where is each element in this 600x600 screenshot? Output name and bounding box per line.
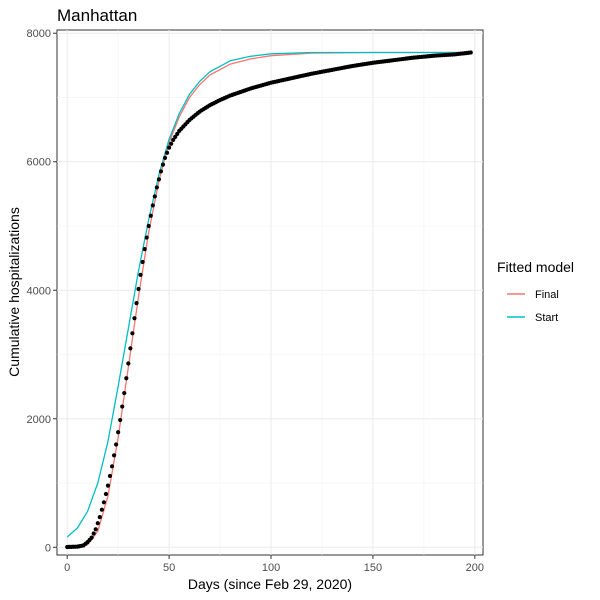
plot-panel: [56, 29, 484, 556]
observed-point: [122, 390, 127, 396]
observed-point: [156, 177, 162, 182]
chart-title: Manhattan: [57, 6, 137, 25]
observed-point: [114, 442, 119, 447]
legend-label-start: Start: [535, 312, 558, 324]
observed-point: [99, 507, 104, 512]
observed-point: [111, 453, 117, 458]
observed-point: [162, 155, 168, 160]
observed-point: [171, 137, 176, 142]
observed-point: [101, 500, 106, 505]
observed-point: [142, 247, 147, 252]
x-tick-label: 100: [262, 562, 280, 574]
observed-points: [65, 50, 473, 550]
observed-point: [167, 145, 172, 150]
y-tick-label: 4000: [27, 285, 51, 297]
observed-point: [89, 535, 94, 540]
observed-point: [103, 491, 109, 497]
y-tick-label: 2000: [27, 414, 51, 426]
observed-point: [126, 361, 131, 366]
observed-point: [169, 141, 174, 146]
observed-point: [95, 521, 100, 526]
x-axis-title: Days (since Feb 29, 2020): [188, 576, 352, 592]
x-tick-label: 0: [64, 562, 70, 574]
observed-point: [146, 223, 151, 229]
observed-point: [120, 404, 125, 409]
observed-point: [144, 235, 149, 240]
observed-point: [132, 316, 137, 321]
y-axis: 0 2000 4000 6000 8000: [27, 28, 57, 554]
y-axis-title: Cumulative hospitalizations: [6, 207, 22, 377]
observed-point: [164, 150, 170, 155]
observed-point: [107, 473, 113, 479]
observed-point: [128, 346, 133, 351]
observed-point: [91, 531, 96, 536]
legend: Fitted model Final Start: [497, 259, 574, 324]
observed-point: [468, 50, 473, 55]
observed-point: [173, 134, 178, 139]
legend-label-final: Final: [535, 289, 559, 301]
observed-point: [124, 376, 129, 381]
observed-point: [175, 131, 180, 136]
observed-point: [93, 527, 98, 532]
observed-point: [140, 259, 145, 265]
grid-minor: [57, 30, 483, 555]
observed-point: [105, 483, 111, 488]
series-line-final: [67, 51, 471, 548]
observed-point: [138, 272, 143, 277]
legend-items: Final Start: [507, 289, 559, 324]
observed-point: [150, 203, 155, 208]
x-tick-label: 50: [163, 562, 175, 574]
legend-title: Fitted model: [497, 259, 574, 275]
y-tick-label: 6000: [27, 157, 51, 169]
observed-point: [134, 301, 139, 306]
y-tick-label: 0: [45, 542, 51, 554]
y-tick-label: 8000: [27, 28, 51, 40]
x-tick-label: 150: [364, 562, 382, 574]
x-axis: 0 50 100 150 200: [64, 555, 484, 574]
x-tick-label: 200: [466, 562, 484, 574]
observed-point: [130, 331, 135, 336]
observed-point: [148, 213, 153, 218]
observed-point: [158, 169, 164, 174]
observed-point: [118, 417, 123, 423]
observed-point: [136, 286, 141, 292]
grid-major: [57, 30, 483, 555]
observed-point: [109, 464, 115, 469]
observed-point: [160, 162, 166, 167]
observed-point: [154, 185, 159, 190]
observed-point: [97, 514, 102, 520]
observed-point: [152, 194, 157, 199]
observed-point: [116, 430, 121, 435]
